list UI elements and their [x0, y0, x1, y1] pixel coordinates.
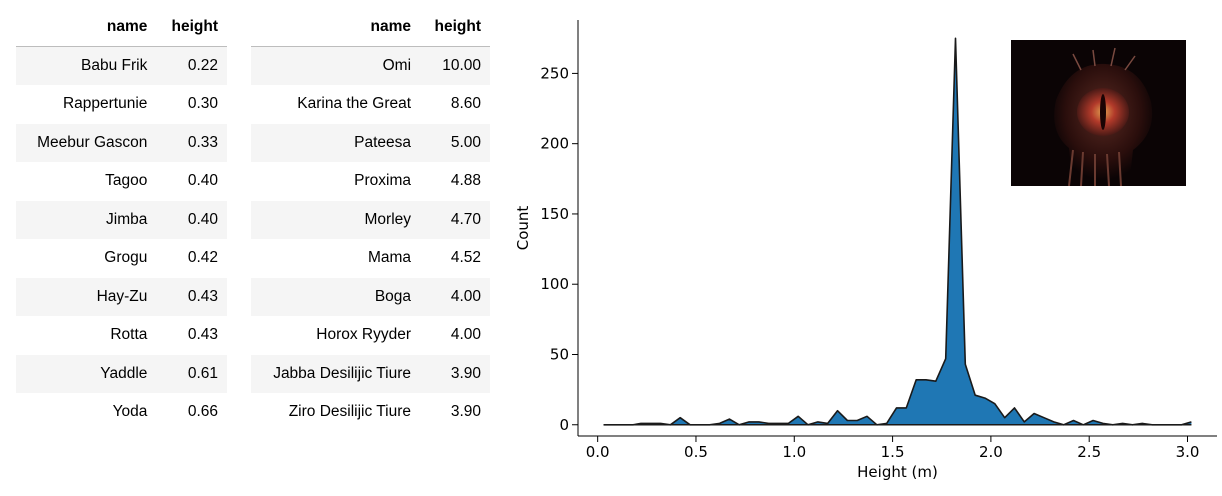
column-header-height: height	[156, 8, 227, 47]
table-header-row: name height	[251, 8, 490, 47]
cell-height: 0.42	[187, 249, 218, 267]
y-tick-label: 100	[540, 275, 569, 293]
cell-name: Rotta	[110, 326, 148, 344]
cell-height: 10.00	[442, 57, 481, 74]
cell-name: Pateesa	[354, 133, 412, 151]
table-row: Tagoo 0.40	[16, 162, 227, 201]
short-characters-table: name height Babu Frik 0.22 Rappertunie 0.3…	[16, 8, 227, 432]
table-row: Karina the Great 8.60	[251, 85, 490, 124]
table-row: Ziro Desilijic Tiure 3.90	[251, 393, 490, 432]
y-axis-ticks: 0 50 100 150 200 250	[540, 64, 578, 434]
table-row: Horox Ryyder 4.00	[251, 316, 490, 355]
cell-name: Boga	[374, 287, 412, 305]
creature-inset-photo	[1011, 40, 1186, 186]
cell-height: 4.70	[450, 210, 481, 228]
cell-name: Horox Ryyder	[316, 326, 412, 344]
column-header-height: height	[420, 8, 490, 47]
y-tick-label: 200	[540, 135, 569, 153]
y-tick-label: 150	[540, 205, 569, 223]
column-header-name: name	[251, 8, 421, 47]
cell-height: 0.22	[187, 57, 218, 74]
table-row: Meebur Gascon 0.33	[16, 123, 227, 162]
table-row: Grogu 0.42	[16, 239, 227, 278]
cell-height: 0.61	[187, 364, 218, 382]
cell-height: 0.66	[187, 403, 218, 421]
table-row: Yoda 0.66	[16, 393, 227, 432]
cell-name: Jimba	[106, 210, 148, 228]
cell-height: 0.43	[187, 287, 218, 305]
cell-height: 4.00	[450, 326, 481, 344]
cell-name: Omi	[382, 57, 412, 74]
cell-name: Mama	[367, 249, 412, 267]
table-row: Boga 4.00	[251, 277, 490, 316]
area-series	[603, 37, 1192, 426]
cell-name: Jabba Desilijic Tiure	[273, 364, 412, 382]
x-tick-label: 0.5	[684, 443, 708, 461]
cell-height: 3.90	[450, 364, 481, 382]
cell-name: Rappertunie	[62, 95, 148, 113]
x-tick-label: 3.0	[1176, 443, 1200, 461]
table-row: Hay-Zu 0.43	[16, 277, 227, 316]
table-row: Mama 4.52	[251, 239, 490, 278]
cell-height: 5.00	[450, 133, 481, 151]
cell-height: 8.60	[450, 95, 481, 113]
cell-height: 0.33	[187, 133, 218, 151]
cell-name: Hay-Zu	[96, 287, 148, 305]
cell-name: Babu Frik	[81, 57, 148, 74]
y-tick-label: 50	[550, 345, 569, 363]
table-row: Jabba Desilijic Tiure 3.90	[251, 354, 490, 393]
axes-spines	[577, 20, 1217, 437]
cell-name: Grogu	[104, 249, 148, 267]
cell-height: 3.90	[450, 403, 481, 421]
y-tick-label: 250	[540, 64, 569, 82]
y-axis-label: Count	[514, 206, 532, 251]
x-tick-label: 1.0	[782, 443, 806, 461]
x-axis-ticks: 0.0 0.5 1.0 1.5 2.0 2.5 3.0	[586, 436, 1200, 461]
cell-height: 4.88	[450, 172, 481, 190]
cell-height: 0.40	[187, 210, 218, 228]
y-tick-label: 0	[559, 416, 569, 434]
table-row: Proxima 4.88	[251, 162, 490, 201]
cell-name: Proxima	[354, 172, 412, 190]
cell-height: 0.30	[187, 95, 218, 113]
table-row: Morley 4.70	[251, 200, 490, 239]
cell-name: Yoda	[112, 403, 148, 421]
table-row: Rappertunie 0.30	[16, 85, 227, 124]
cell-name: Ziro Desilijic Tiure	[288, 403, 412, 421]
cell-height: 4.00	[450, 287, 481, 305]
cell-height: 4.52	[450, 249, 481, 267]
cell-name: Morley	[364, 210, 412, 228]
table-header-row: name height	[16, 8, 227, 47]
cell-height: 0.43	[187, 326, 218, 344]
cell-name: Karina the Great	[297, 95, 412, 113]
column-header-name: name	[16, 8, 157, 47]
table-row: Omi 10.00	[251, 46, 490, 85]
table-row: Pateesa 5.00	[251, 123, 490, 162]
cell-name: Tagoo	[105, 172, 148, 190]
table-row: Jimba 0.40	[16, 200, 227, 239]
x-tick-label: 2.0	[979, 443, 1003, 461]
table-row: Babu Frik 0.22	[16, 46, 227, 85]
cell-name: Yaddle	[100, 364, 148, 382]
cell-height: 0.40	[187, 172, 218, 190]
x-tick-label: 1.5	[881, 443, 905, 461]
x-tick-label: 0.0	[586, 443, 610, 461]
x-axis-label: Height (m)	[857, 463, 938, 481]
x-tick-label: 2.5	[1077, 443, 1101, 461]
table-row: Rotta 0.43	[16, 316, 227, 355]
cell-name: Meebur Gascon	[37, 133, 148, 151]
tall-characters-table: name height Omi 10.00 Karina the Great 8.6…	[251, 8, 490, 432]
table-row: Yaddle 0.61	[16, 354, 227, 393]
